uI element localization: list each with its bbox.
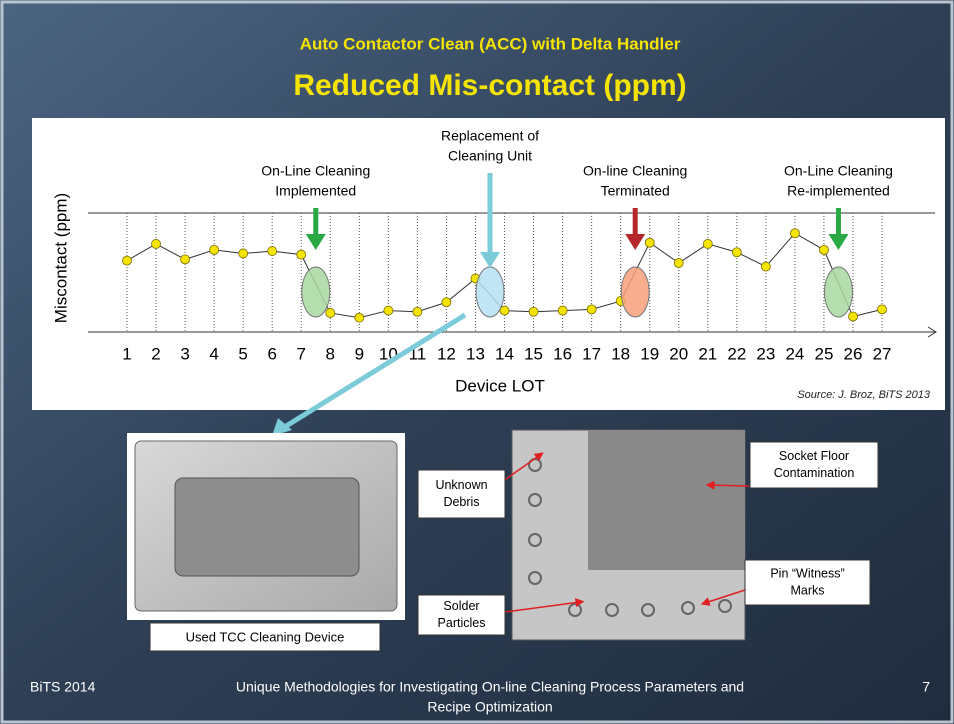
point xyxy=(384,306,393,315)
callout-text: Solder xyxy=(443,599,479,613)
point xyxy=(558,306,567,315)
point xyxy=(442,298,451,307)
annotation-text: Terminated xyxy=(601,183,670,199)
point xyxy=(849,312,858,321)
x-tick-label: 20 xyxy=(669,344,688,363)
photo-floor xyxy=(588,430,745,570)
point xyxy=(819,245,828,254)
footer-center: Unique Methodologies for Investigating O… xyxy=(236,679,744,695)
x-tick-label: 25 xyxy=(814,344,833,363)
x-tick-label: 9 xyxy=(355,344,364,363)
source: Source: J. Broz, BiTS 2013 xyxy=(797,389,931,401)
annotation-ellipse xyxy=(476,267,504,317)
x-tick-label: 12 xyxy=(437,344,456,363)
callout-text: Socket Floor xyxy=(779,449,849,463)
title: Reduced Mis-contact (ppm) xyxy=(293,69,686,102)
x-tick-label: 15 xyxy=(524,344,543,363)
page-number: 7 xyxy=(922,679,930,695)
point xyxy=(181,255,190,264)
point xyxy=(210,245,219,254)
x-tick-label: 2 xyxy=(151,344,160,363)
footer-center: Recipe Optimization xyxy=(427,699,552,715)
x-tick-label: 13 xyxy=(466,344,485,363)
annotation-text: Re-implemented xyxy=(787,183,890,199)
point xyxy=(355,313,364,322)
page: Auto Contactor Clean (ACC) with Delta Ha… xyxy=(0,0,954,724)
caption: Used TCC Cleaning Device xyxy=(186,629,345,644)
point xyxy=(529,307,538,316)
annotation-ellipse xyxy=(302,267,330,317)
annotation-text: On-line Cleaning xyxy=(583,163,687,179)
annotation-text: On-Line Cleaning xyxy=(784,163,893,179)
x-tick-label: 14 xyxy=(495,344,514,363)
point xyxy=(878,305,887,314)
x-tick-label: 19 xyxy=(640,344,659,363)
x-tick-label: 18 xyxy=(611,344,630,363)
point xyxy=(790,229,799,238)
point xyxy=(239,249,248,258)
x-tick-label: 24 xyxy=(785,344,804,363)
x-tick-label: 3 xyxy=(180,344,189,363)
x-tick-label: 23 xyxy=(756,344,775,363)
annotation-text: Implemented xyxy=(275,183,356,199)
x-tick-label: 17 xyxy=(582,344,601,363)
x-axis-label: Device LOT xyxy=(455,376,545,395)
x-tick-label: 26 xyxy=(844,344,863,363)
point xyxy=(326,308,335,317)
header: Auto Contactor Clean (ACC) with Delta Ha… xyxy=(300,34,681,53)
x-tick-label: 5 xyxy=(238,344,247,363)
annotation-text: On-Line Cleaning xyxy=(261,163,370,179)
x-tick-label: 27 xyxy=(873,344,892,363)
point xyxy=(413,307,422,316)
point xyxy=(674,258,683,267)
x-tick-label: 4 xyxy=(209,344,218,363)
point xyxy=(645,238,654,247)
callout-text: Debris xyxy=(443,495,479,509)
point xyxy=(732,248,741,257)
annotation-ellipse xyxy=(621,267,649,317)
x-tick-label: 1 xyxy=(122,344,131,363)
x-tick-label: 6 xyxy=(267,344,276,363)
point xyxy=(297,250,306,259)
y-axis-label: Miscontact (ppm) xyxy=(51,193,70,323)
annotation-text: Cleaning Unit xyxy=(448,148,532,164)
photo-pad xyxy=(175,478,359,576)
x-tick-label: 22 xyxy=(727,344,746,363)
callout-text: Marks xyxy=(790,583,824,597)
point xyxy=(703,239,712,248)
point xyxy=(123,256,132,265)
footer-left: BiTS 2014 xyxy=(30,679,96,695)
x-tick-label: 21 xyxy=(698,344,717,363)
callout-text: Contamination xyxy=(774,466,855,480)
point xyxy=(268,247,277,256)
annotation-ellipse xyxy=(824,267,852,317)
x-tick-label: 16 xyxy=(553,344,572,363)
x-tick-label: 7 xyxy=(297,344,306,363)
callout-text: Particles xyxy=(438,616,486,630)
callout-text: Unknown xyxy=(435,478,487,492)
point xyxy=(761,262,770,271)
point xyxy=(587,305,596,314)
point xyxy=(152,239,161,248)
slide: Auto Contactor Clean (ACC) with Delta Ha… xyxy=(0,0,954,724)
callout-text: Pin “Witness” xyxy=(770,566,844,580)
annotation-text: Replacement of xyxy=(441,128,539,144)
x-tick-label: 8 xyxy=(326,344,335,363)
